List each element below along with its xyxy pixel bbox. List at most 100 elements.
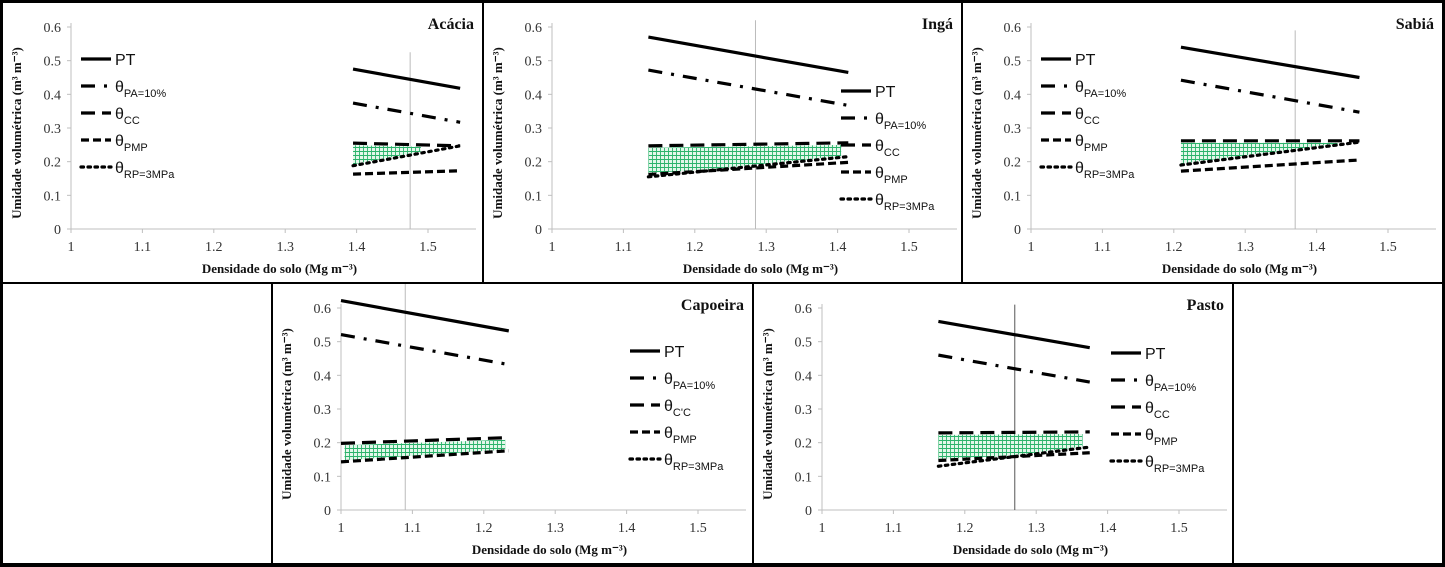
y-tick-label: 0.5 [314,336,332,351]
x-tick-label: 1.5 [900,240,918,255]
legend-label: θPA=10% [875,111,926,132]
cc-line [648,141,849,148]
y-axis-label: Umidade volumétrica (m³ m⁻³) [760,328,775,500]
x-tick-label: 1.4 [618,521,636,536]
panel-sabia: 0 0.1 0.2 0.3 0.4 0.5 0.6 1 1.1 1.2 1.3 1.4 1.5 Densi… [963,3,1442,282]
y-tick-label: 0 [54,223,61,238]
legend-subscript: PMP [124,142,148,154]
y-tick-label: 0.3 [1004,122,1022,137]
x-tick-label: 1.4 [348,240,366,255]
y-tick-label: 0.6 [525,21,543,36]
y-axis-label: Umidade volumétrica (m³ m⁻³) [279,328,294,500]
legend-subscript: RP=3MPa [673,461,724,473]
x-tick-label: 1.2 [686,240,704,255]
pt-line [340,299,510,333]
legend-subscript: PA=10% [673,380,716,392]
y-axis-label: Umidade volumétrica (m³ m⁻³) [9,47,24,219]
rp-line [1179,140,1362,167]
theta-symbol: θ [1075,160,1084,177]
legend-subscript: CC [1084,115,1100,127]
x-tick-label: 1.2 [956,521,974,536]
legend-label: PT [1075,52,1096,69]
blank-left [3,284,271,563]
x-tick-label: 1.3 [546,521,564,536]
rp-line [351,144,462,168]
theta-symbol: θ [875,111,884,128]
legend-label: θPA=10% [1075,79,1126,100]
pmp-line [648,160,849,177]
optimal-water-range-shade [353,145,421,165]
chart-svg: 0 0.1 0.2 0.3 0.4 0.5 0.6 1 1.1 1.2 1.3 1.4 1.5 Densi… [760,297,1227,557]
x-tick-label: 1.2 [205,240,223,255]
y-tick-label: 0.5 [525,55,543,70]
legend-subscript: RP=3MPa [884,201,935,213]
x-tick-label: 1.3 [1236,240,1254,255]
theta-symbol: θ [1075,106,1084,123]
x-tick-label: 1 [819,521,826,536]
y-axis-label: Umidade volumétrica (m³ m⁻³) [490,47,505,219]
x-tick-label: 1.1 [1094,240,1112,255]
legend-label: θRP=3MPa [1075,160,1135,181]
y-tick-label: 0.1 [795,470,813,485]
x-tick-label: 1 [1028,240,1035,255]
x-tick-label: 1.5 [1170,521,1188,536]
legend-subscript: RP=3MPa [124,169,175,181]
rp-line [646,155,850,179]
legend-subscript: PMP [884,174,908,186]
pt-line [352,67,461,90]
panel-title: Ingá [922,16,953,33]
pa-line [648,68,849,108]
pt-line [648,35,849,75]
legend-label: θPMP [1145,427,1178,448]
chart-svg: 0 0.1 0.2 0.3 0.4 0.5 0.6 1 1.1 1.2 1.3 1.4 1.5 Densi… [490,16,957,276]
y-tick-label: 0.6 [314,302,332,317]
legend-subscript: CC [884,147,900,159]
panel-inga: 0 0.1 0.2 0.3 0.4 0.5 0.6 1 1.1 1.2 1.3 1.4 1.5 Densi… [484,3,961,282]
legend-label: θPMP [664,425,697,446]
legend-label: θPA=10% [1145,373,1196,394]
y-tick-label: 0.3 [44,122,62,137]
x-tick-label: 1 [338,521,345,536]
legend-label: θRP=3MPa [875,192,935,213]
legend-label: PT [664,344,685,361]
y-axis-label: Umidade volumétrica (m³ m⁻³) [969,47,984,219]
pa-line [352,101,461,124]
legend-subscript: PMP [1154,436,1178,448]
y-tick-label: 0.3 [795,403,813,418]
theta-symbol: θ [875,192,884,209]
y-tick-label: 0 [1014,223,1021,238]
chart-svg: 0 0.1 0.2 0.3 0.4 0.5 0.6 1 1.1 1.2 1.3 1.4 1.5 Densi… [969,16,1436,276]
y-tick-label: 0.2 [795,437,813,452]
legend-subscript: C'C [673,407,691,419]
legend-label: θPA=10% [115,79,166,100]
panel-acacia: 0 0.1 0.2 0.3 0.4 0.5 0.6 1 1.1 1.2 1.3 1.4 1.5 Densi… [3,3,482,282]
legend-subscript: CC [1154,409,1170,421]
legend-subscript: PA=10% [1084,88,1127,100]
panel-title: Acácia [428,16,474,33]
legend-label: θCC [875,138,900,159]
panel-title: Capoeira [681,297,744,314]
chart-svg: 0 0.1 0.2 0.3 0.4 0.5 0.6 1 1.1 1.2 1.3 1.4 1.5 Densi… [9,16,476,276]
x-tick-label: 1.4 [1308,240,1326,255]
cc-line [340,436,509,445]
legend-label: θRP=3MPa [1145,454,1205,475]
y-tick-label: 0.6 [44,21,62,36]
y-tick-label: 0.4 [314,369,332,384]
y-tick-label: 0.4 [44,88,62,103]
legend-subscript: RP=3MPa [1154,463,1205,475]
y-tick-label: 0 [324,504,331,519]
y-tick-label: 0.5 [795,336,813,351]
legend-label: θPMP [1075,133,1108,154]
x-tick-label: 1.1 [615,240,633,255]
optimal-water-range-shade [344,439,506,461]
optimal-water-range-shade [648,144,842,174]
cc-line [938,430,1090,435]
y-tick-label: 0.4 [1004,88,1022,103]
x-tick-label: 1.1 [404,521,422,536]
legend-label: θPMP [875,165,908,186]
legend-label: PT [875,84,896,101]
pt-line [938,319,1091,350]
